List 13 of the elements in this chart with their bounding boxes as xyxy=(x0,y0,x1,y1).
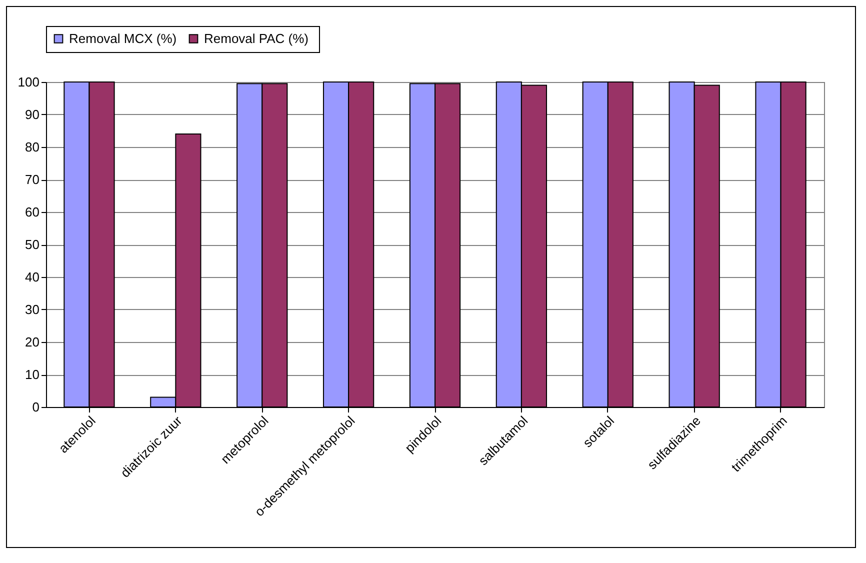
y-tick-label: 0 xyxy=(32,400,40,414)
y-tick-label: 90 xyxy=(25,107,40,122)
y-tick-label: 80 xyxy=(25,140,40,154)
y-tick-label: 70 xyxy=(25,172,40,187)
y-tick-label: 30 xyxy=(25,302,40,317)
y-tick-label: 50 xyxy=(25,237,40,252)
y-tick-label: 10 xyxy=(25,367,40,382)
y-tick-label: 60 xyxy=(25,204,40,220)
legend-label: Removal MCX (%) xyxy=(69,30,177,46)
legend-label: Removal PAC (%) xyxy=(204,30,309,46)
y-tick-label: 40 xyxy=(25,270,40,284)
y-tick-label: 100 xyxy=(18,74,40,90)
y-tick-label: 20 xyxy=(25,334,40,350)
